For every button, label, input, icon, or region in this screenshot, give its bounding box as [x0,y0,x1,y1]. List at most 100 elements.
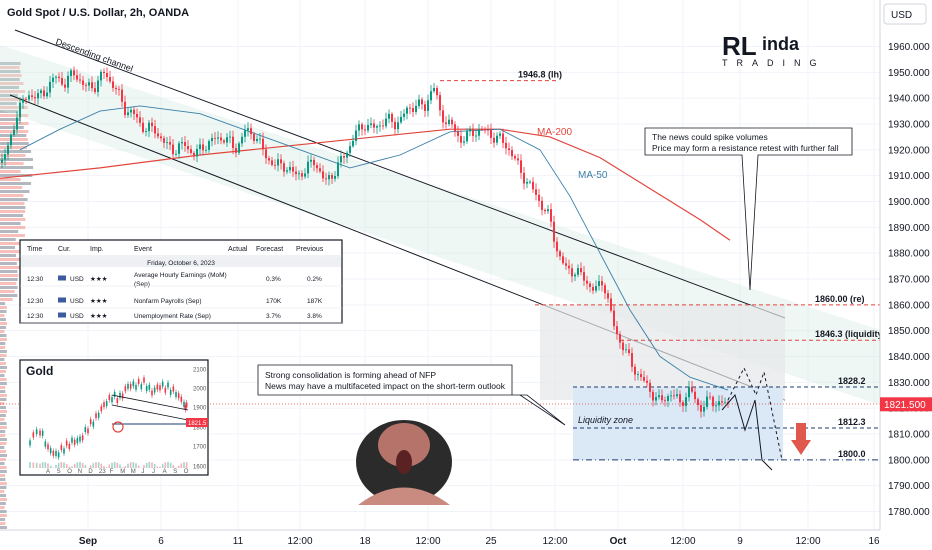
candle-body [295,171,297,175]
candle-body [646,380,648,383]
currency-box[interactable] [883,3,927,25]
y-tick-label: 1920.000 [888,145,930,156]
candle-body [298,173,300,175]
candle-body [400,116,402,123]
x-tick-label: 6 [158,536,164,547]
inset-candle-body [167,382,169,388]
candle-body [619,334,621,343]
calendar-header: Actual [228,246,248,253]
inset-candle-body [60,445,63,451]
candle-body [316,165,318,169]
candle-body [481,129,483,131]
volume-profile-bar [0,494,7,497]
candle-body [484,129,486,131]
candle-body [91,82,93,89]
time-axis[interactable] [0,530,932,550]
channel-upper-line[interactable] [14,29,786,319]
candle-body [379,125,381,127]
calendar-forecast: 3.7% [266,313,281,320]
inset-candle-body [47,444,49,450]
inset-candle-body [145,385,148,391]
candle-body [652,391,654,401]
inset-candle-body [65,440,68,446]
inset-volume-bar [65,464,68,468]
candle-body [712,396,714,407]
candle-body [25,98,27,100]
inset-candle-body [100,406,103,412]
volume-profile-bar [0,318,6,321]
volume-profile-bar [0,314,5,317]
liquidity-zone-label: Liquidity zone [578,415,633,425]
volume-profile-bar [0,298,13,301]
candle-body [22,98,24,103]
x-tick-label: 18 [359,536,371,547]
candle-body [145,131,147,132]
inset-volume-bar [95,462,97,468]
candle-body [250,128,252,135]
inset-volume-bar [135,463,137,468]
volume-profile-bar [0,526,7,529]
candle-body [274,164,276,166]
candle-body [205,149,207,151]
candle-body [553,221,555,242]
price-axis[interactable] [880,0,932,550]
candle-body [133,109,135,114]
candle-body [406,107,408,114]
news-callout[interactable]: The news could spike volumes Price may f… [644,127,853,291]
y-tick-label: 1880.000 [888,249,930,260]
inset-volume-bar [105,467,108,468]
volume-profile-bar [0,466,7,469]
volume-profile-bar [0,182,32,185]
candle-body [616,326,618,335]
candle-body [304,173,306,177]
y-tick-label: 1810.000 [888,430,930,441]
candle-body [217,137,219,139]
volume-profile-bar [0,102,17,105]
consolidation-callout[interactable]: Strong consolidation is forming ahead of… [257,364,566,426]
candle-body [322,171,324,179]
candle-body [280,159,282,164]
candle-body [352,140,354,147]
candles[interactable] [1,66,729,418]
volume-profile-bar [0,230,19,233]
inset-candle-body [41,430,44,436]
candle-body [1,159,3,163]
candle-body [238,143,240,153]
inset-candle-body [169,389,172,395]
candle-body [439,95,441,111]
candle-body [157,133,159,137]
candle-body [643,377,645,381]
calendar-header: Previous [296,246,324,253]
x-tick-label: 12:00 [795,536,820,547]
ma-50-line[interactable] [19,105,729,391]
candle-body [397,122,399,130]
inset-volume-bar [119,464,121,468]
inset-candle-body [81,435,84,441]
x-tick-label: 12:00 [415,536,440,547]
candle-body [319,168,321,172]
volume-profile-bar [0,218,26,221]
candle-body [556,241,558,252]
inset-candle-body [76,438,79,444]
candle-body [433,88,435,92]
volume-profile-bar [0,502,6,505]
candle-body [346,152,348,158]
candle-body [208,141,210,150]
volume-profile-bar [0,394,7,397]
volume-profile-bar [0,422,7,425]
inset-volume-bar [73,463,76,468]
volume-profile-bar [0,514,7,517]
candle-body [562,256,564,264]
candle-body [631,353,633,367]
candle-body [40,90,42,94]
ma-200-line[interactable] [0,128,731,241]
calendar-forecast: 0.3% [266,276,281,283]
volume-profile-bar [0,98,27,101]
candle-body [211,137,213,142]
candle-body [541,200,543,210]
candle-body [163,138,165,143]
inset-candle-body [159,385,161,391]
y-tick-label: 1870.000 [888,275,930,286]
